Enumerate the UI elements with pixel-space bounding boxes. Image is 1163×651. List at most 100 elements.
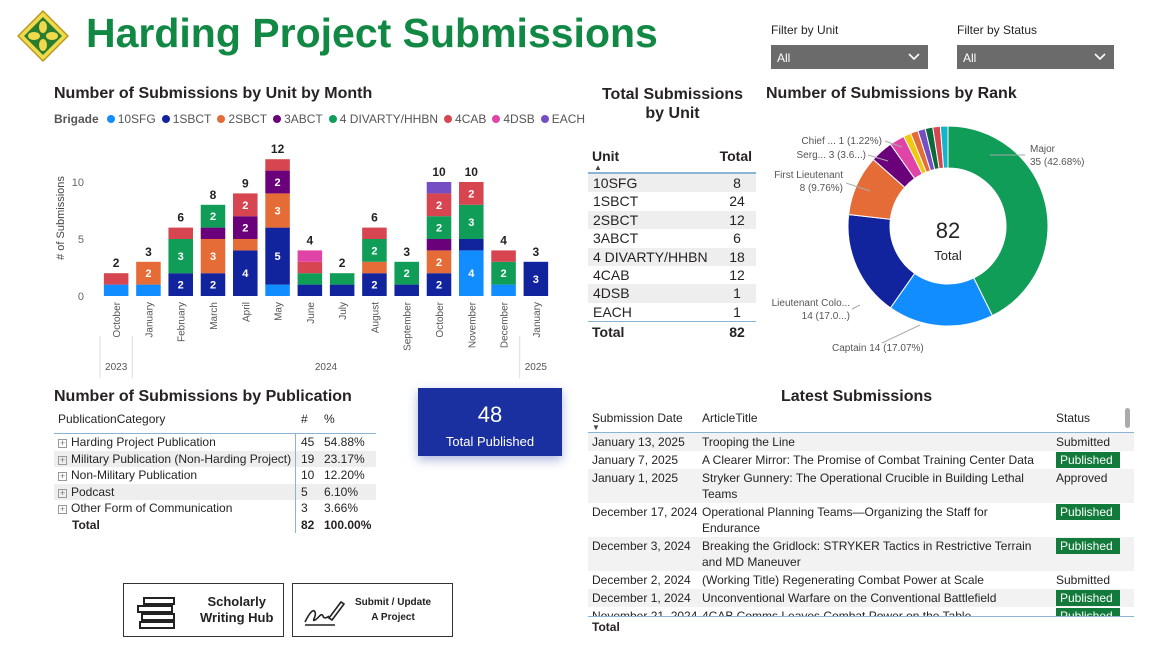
unit-filter-dropdown[interactable]: All: [771, 45, 928, 69]
bar-segment[interactable]: [200, 273, 226, 296]
bar-segment[interactable]: [168, 273, 193, 296]
table-row[interactable]: January 7, 2025 A Clearer Mirror: The Pro…: [588, 451, 1134, 469]
segment-label: 3: [533, 274, 539, 286]
category-column-header[interactable]: PublicationCategory: [58, 412, 166, 426]
bar-segment[interactable]: [200, 239, 226, 274]
bar-segment[interactable]: [265, 159, 290, 171]
bar-segment[interactable]: [136, 284, 161, 296]
submit-update-project-label: Submit / Update A Project: [355, 597, 432, 623]
bar-segment[interactable]: [136, 261, 161, 285]
bar-segment[interactable]: [265, 170, 290, 194]
bar-segment[interactable]: [233, 193, 258, 217]
bar-segment[interactable]: [459, 204, 484, 239]
bar-segment[interactable]: [168, 227, 193, 239]
bar-segment[interactable]: [103, 273, 129, 285]
status-cell: Published: [1056, 608, 1120, 616]
bar-segment[interactable]: [459, 250, 484, 296]
leader-line: [867, 154, 889, 162]
bar-segment[interactable]: [394, 284, 419, 296]
donut-slice[interactable]: [939, 125, 949, 169]
total-column-header[interactable]: Total: [719, 148, 752, 164]
expand-icon[interactable]: +: [58, 504, 67, 514]
unit-column-header[interactable]: Unit: [592, 148, 620, 164]
legend-item[interactable]: 4 DIVARTY/HHBN: [328, 112, 438, 126]
latest-scrollbar[interactable]: [1125, 408, 1130, 428]
legend-item[interactable]: 3ABCT: [273, 112, 323, 126]
table-row: 4 DIVARTY/HHBN 18: [588, 247, 756, 266]
table-row[interactable]: January 1, 2025 Stryker Gunnery: The Oper…: [588, 469, 1134, 503]
bar-segment[interactable]: [491, 284, 516, 296]
bar-segment[interactable]: [233, 239, 258, 251]
submission-date-header[interactable]: Submission Date: [592, 411, 683, 425]
table-row: 10SFG 8: [588, 174, 756, 193]
bar-segment[interactable]: [394, 261, 419, 285]
bar-segment[interactable]: [297, 284, 323, 296]
bar-segment[interactable]: [265, 193, 290, 228]
bar-segment[interactable]: [329, 284, 355, 296]
table-row[interactable]: December 17, 2024 Operational Planning Te…: [588, 503, 1134, 537]
bar-segment[interactable]: [426, 239, 452, 251]
legend-item[interactable]: 2SBCT: [217, 112, 267, 126]
category-count: 19: [301, 451, 315, 466]
article-title: Breaking the Gridlock: STRYKER Tactics i…: [702, 539, 1032, 569]
bar-segment[interactable]: [297, 250, 323, 262]
table-row[interactable]: November 21, 2024 4CAB Comms Leaves Comba…: [588, 607, 1134, 616]
article-title: Unconventional Warfare on the Convention…: [702, 591, 997, 605]
bar-segment[interactable]: [362, 227, 387, 239]
bar-segment[interactable]: [426, 250, 452, 274]
bar-segment[interactable]: [426, 273, 452, 296]
expand-icon[interactable]: +: [58, 471, 67, 481]
bar-segment[interactable]: [362, 239, 387, 262]
expand-icon[interactable]: +: [58, 454, 67, 465]
bar-segment[interactable]: [297, 273, 323, 285]
table-row[interactable]: December 1, 2024 Unconventional Warfare o…: [588, 589, 1134, 607]
bar-segment[interactable]: [265, 227, 290, 285]
table-row[interactable]: January 13, 2025 Trooping the Line Submitt…: [588, 433, 1134, 451]
bar-segment[interactable]: [200, 204, 226, 228]
bar-segment[interactable]: [329, 273, 355, 285]
article-title-header[interactable]: ArticleTitle: [702, 411, 758, 425]
bar-segment[interactable]: [426, 216, 452, 239]
status-filter-dropdown[interactable]: All: [957, 45, 1114, 69]
table-row[interactable]: December 2, 2024 (Working Title) Regenera…: [588, 571, 1134, 589]
bar-segment[interactable]: [233, 216, 258, 239]
scholarly-writing-hub-button[interactable]: Scholarly Writing Hub: [123, 583, 284, 637]
bar-segment[interactable]: [426, 182, 452, 194]
bar-segment[interactable]: [265, 284, 290, 296]
bar-segment[interactable]: [103, 284, 129, 296]
bar-segment[interactable]: [362, 261, 387, 274]
leader-line: [851, 304, 861, 310]
bar-segment[interactable]: [233, 250, 258, 296]
bar-segment[interactable]: [168, 239, 193, 274]
legend-item[interactable]: 10SFG: [106, 112, 156, 126]
bar-segment[interactable]: [459, 182, 484, 205]
bar-total-label: 2: [339, 256, 346, 270]
status-cell: Submitted: [1056, 572, 1120, 588]
legend-item[interactable]: 1SBCT: [161, 112, 212, 126]
table-row[interactable]: December 3, 2024 Breaking the Gridlock: S…: [588, 537, 1134, 571]
bar-segment[interactable]: [426, 193, 452, 217]
legend-item[interactable]: 4DSB: [492, 112, 535, 126]
unit-total: 18: [729, 248, 745, 265]
unit-total: 12: [729, 211, 745, 228]
expand-icon[interactable]: +: [58, 438, 67, 448]
bar-segment[interactable]: [362, 273, 387, 296]
bar-segment[interactable]: [491, 261, 516, 285]
legend-label: 4DSB: [503, 112, 535, 126]
legend-label: 1SBCT: [172, 112, 212, 126]
total-published-label: Total Published: [445, 434, 535, 449]
percent-column-header[interactable]: %: [324, 412, 335, 426]
bar-segment[interactable]: [491, 250, 516, 262]
legend-item[interactable]: EACH: [540, 112, 585, 126]
expand-icon[interactable]: +: [58, 487, 67, 498]
legend-item[interactable]: 4CAB: [444, 112, 486, 126]
latest-submissions-body[interactable]: January 13, 2025 Trooping the Line Submitt…: [588, 433, 1134, 616]
submit-update-project-button[interactable]: Submit / Update A Project: [292, 583, 453, 637]
bar-segment[interactable]: [523, 261, 549, 296]
bar-segment[interactable]: [459, 239, 484, 251]
count-column-header[interactable]: #: [301, 412, 308, 426]
bar-segment[interactable]: [200, 227, 226, 239]
table-row: EACH 1: [588, 303, 756, 321]
status-header[interactable]: Status: [1056, 411, 1091, 425]
bar-segment[interactable]: [297, 261, 323, 274]
